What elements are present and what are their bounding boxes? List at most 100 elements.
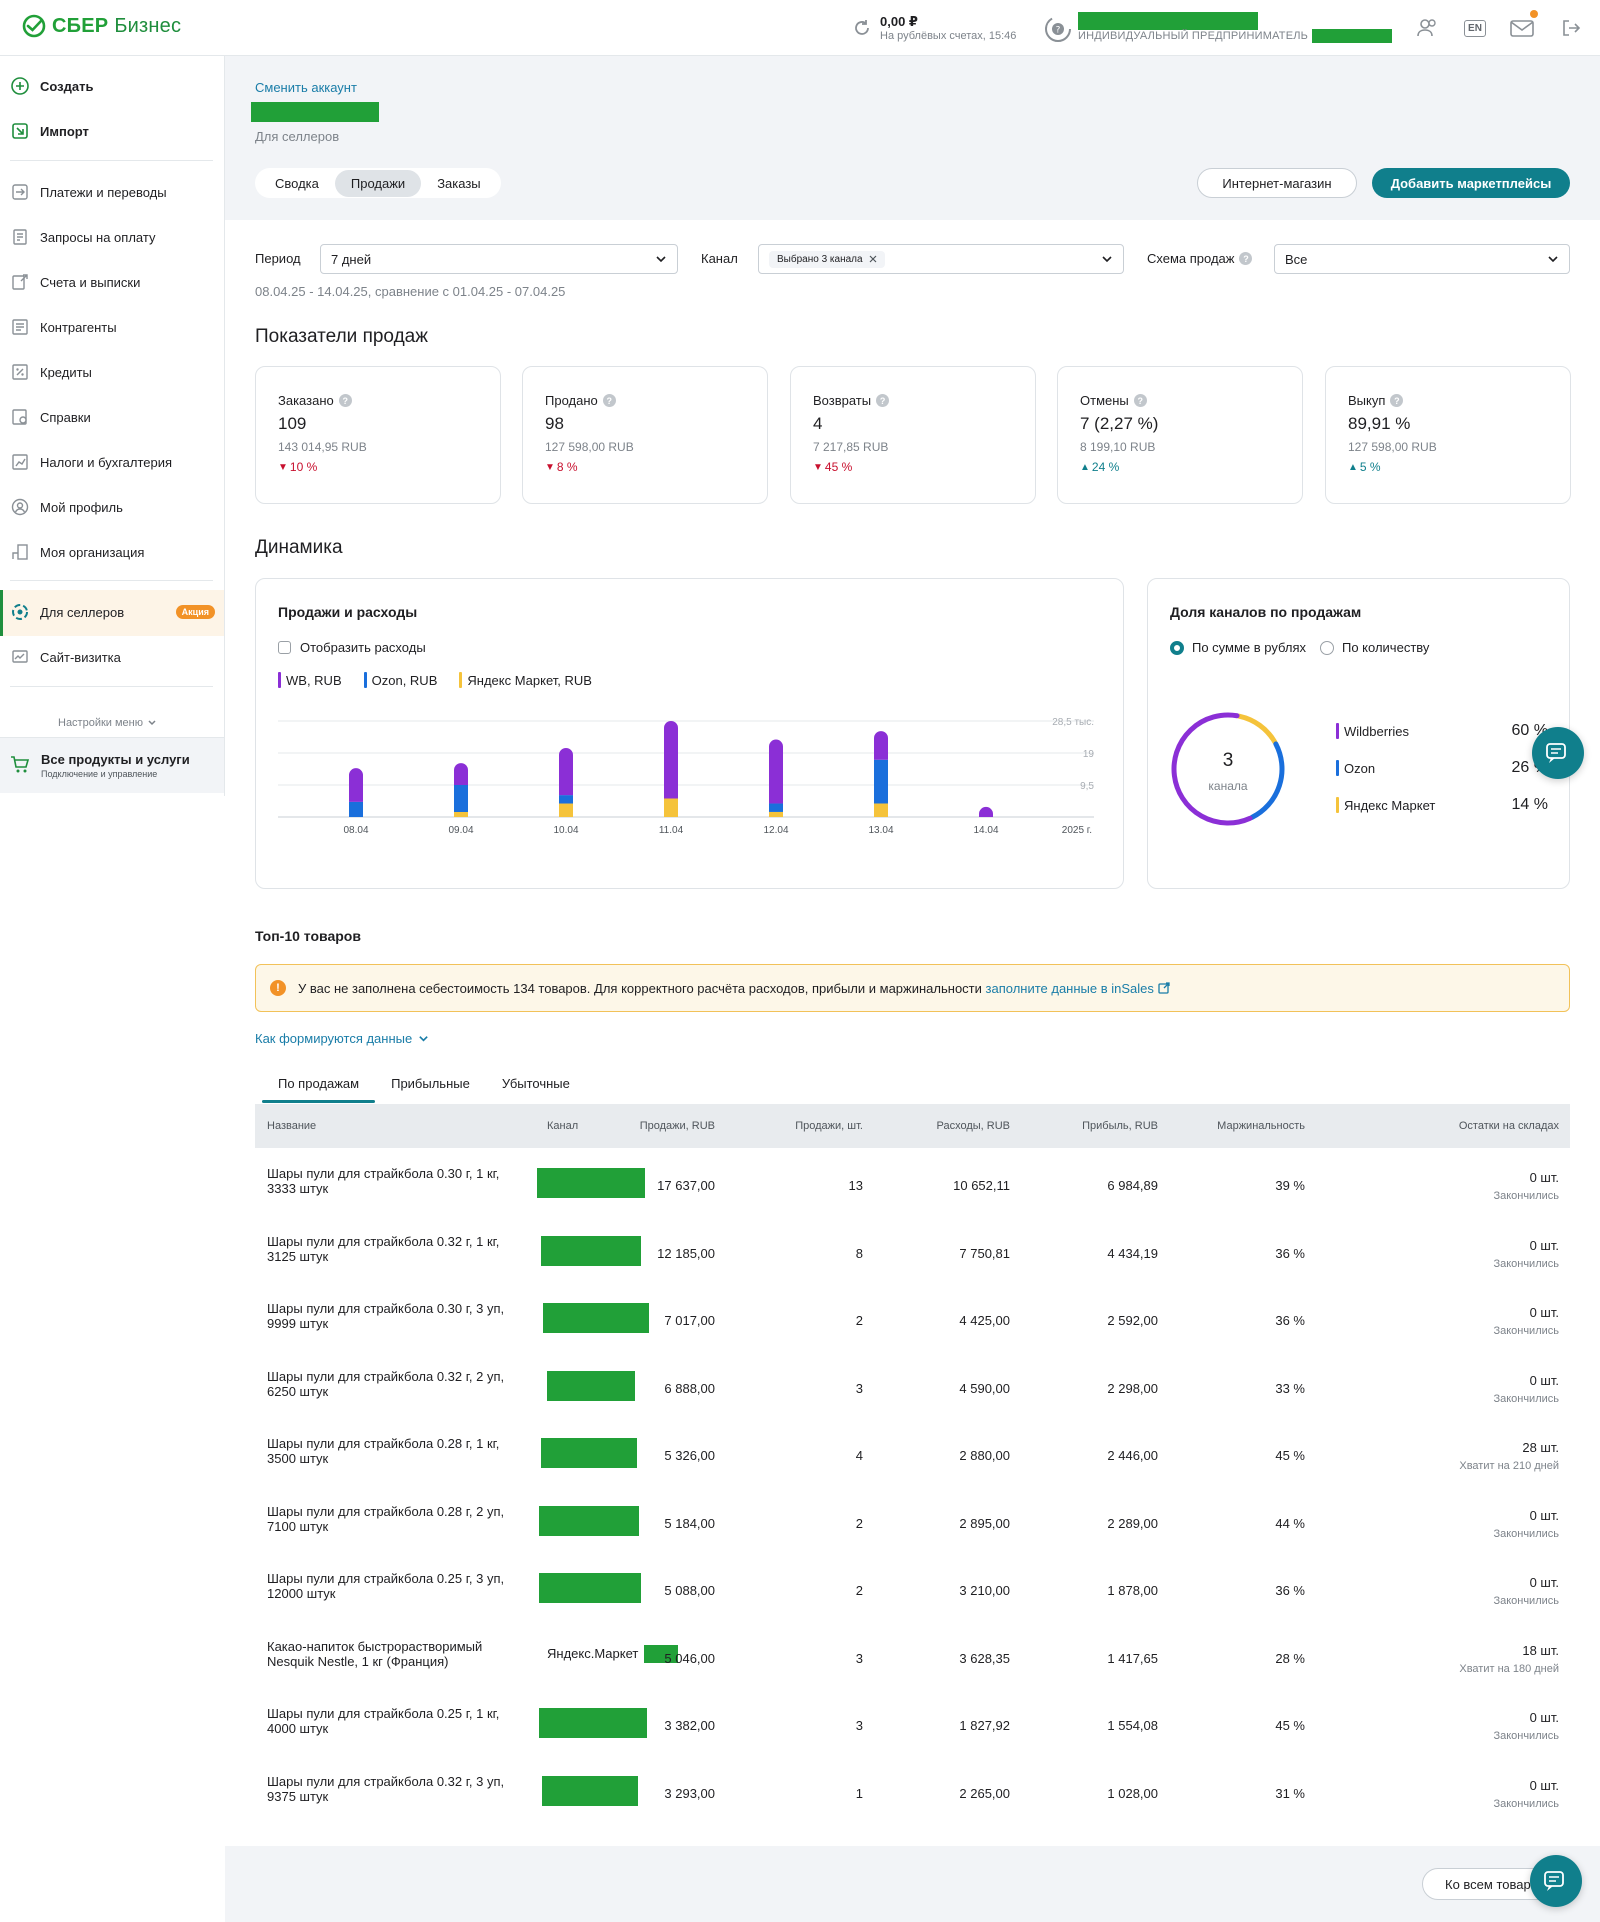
bar-segment-wb[interactable] <box>349 768 363 802</box>
sidebar-create[interactable]: Создать <box>10 76 215 96</box>
radio-by-rub[interactable]: По сумме в рублях <box>1170 640 1306 655</box>
product-name[interactable]: Шары пули для страйкбола 0.28 г, 2 уп, 7… <box>267 1503 505 1534</box>
show-expenses-checkbox[interactable] <box>278 641 291 654</box>
sidebar-item-certificates[interactable]: Справки <box>10 407 215 427</box>
product-name[interactable]: Шары пули для страйкбола 0.30 г, 3 уп, 9… <box>267 1301 505 1331</box>
bar-segment-wb[interactable] <box>559 747 573 796</box>
help-icon[interactable]: ? <box>1390 394 1404 407</box>
sber-logo[interactable]: СБЕР Бизнес <box>22 14 181 38</box>
language-icon[interactable]: EN <box>1462 16 1488 40</box>
column-header-sales-rub[interactable]: Продажи, RUB <box>639 1120 715 1132</box>
bar-segment-ozon[interactable] <box>769 803 783 812</box>
bar-segment-ozon[interactable] <box>454 785 468 812</box>
help-icon[interactable]: ? <box>1239 252 1253 265</box>
bar-segment-ozon[interactable] <box>349 801 363 817</box>
bar-segment-wb[interactable] <box>874 731 888 760</box>
tab-profitable[interactable]: Прибыльные <box>391 1076 470 1091</box>
column-header-channel[interactable]: Канал <box>547 1120 579 1132</box>
sidebar-item-sellers[interactable]: Для селлеров Акция <box>10 602 215 622</box>
scheme-select[interactable]: Все <box>1274 244 1570 274</box>
channel-select[interactable]: Выбрано 3 канала <box>758 244 1124 274</box>
help-icon[interactable]: ? <box>1133 394 1147 407</box>
support-chat-button-bottom[interactable] <box>1530 1855 1582 1907</box>
bar-segment-ozon[interactable] <box>559 795 573 804</box>
bar-segment-wb[interactable] <box>769 739 783 804</box>
column-header-name[interactable]: Название <box>267 1120 317 1132</box>
bar-segment-yandex[interactable] <box>874 803 888 817</box>
table-row[interactable]: Шары пули для страйкбола 0.30 г, 3 уп, 9… <box>255 1287 1570 1354</box>
bar-segment-yandex[interactable] <box>664 798 678 817</box>
column-header-sales-qty[interactable]: Продажи, шт. <box>795 1120 863 1132</box>
donut-slice-wildberries[interactable] <box>1171 712 1253 826</box>
menu-settings[interactable]: Настройки меню <box>58 717 157 729</box>
bar-segment-wb[interactable] <box>664 721 678 799</box>
mail-icon[interactable] <box>1510 10 1538 40</box>
product-name[interactable]: Шары пули для страйкбола 0.25 г, 3 уп, 1… <box>267 1571 505 1601</box>
tab-summary[interactable]: Сводка <box>275 175 319 191</box>
radio-by-rub-button[interactable] <box>1170 640 1184 655</box>
sidebar-item-contractors[interactable]: Контрагенты <box>10 317 215 337</box>
product-name[interactable]: Шары пули для страйкбола 0.32 г, 2 уп, 6… <box>267 1368 505 1399</box>
online-shop-button[interactable]: Интернет-магазин <box>1197 168 1357 198</box>
sidebar-item-statements[interactable]: Счета и выписки <box>10 272 215 292</box>
all-products-link[interactable]: Все продукты и услуги Подключение и упра… <box>0 737 224 793</box>
sidebar-item-requests[interactable]: Запросы на оплату <box>10 227 215 247</box>
logout-icon[interactable] <box>1558 16 1584 40</box>
bar-segment-yandex[interactable] <box>559 803 573 817</box>
sidebar-item-site[interactable]: Сайт-визитка <box>10 647 215 667</box>
bar-segment-wb[interactable] <box>454 763 468 785</box>
balance-widget[interactable]: 0,00 ₽ На рублёвых счетах, 15:46 <box>852 14 1016 42</box>
add-marketplaces-button[interactable]: Добавить маркетплейсы <box>1372 168 1570 198</box>
sidebar-item-credits[interactable]: Кредиты <box>10 362 215 382</box>
users-icon[interactable] <box>1414 16 1440 40</box>
table-row[interactable]: Какао-напиток быстрорастворимый Nesquik … <box>255 1625 1570 1692</box>
radio-by-qty[interactable]: По количеству <box>1320 640 1429 655</box>
bar-segment-ozon[interactable] <box>874 759 888 804</box>
product-name[interactable]: Шары пули для страйкбола 0.30 г, 1 кг, 3… <box>267 1166 500 1196</box>
support-chat-button[interactable] <box>1532 727 1584 779</box>
tab-orders[interactable]: Заказы <box>437 175 481 191</box>
help-icon[interactable]: ? <box>876 394 890 407</box>
product-name[interactable]: Шары пули для страйкбола 0.28 г, 1 кг, 3… <box>267 1436 500 1466</box>
sidebar-item-organization[interactable]: Моя организация <box>10 542 215 562</box>
table-row[interactable]: Шары пули для страйкбола 0.32 г, 1 кг, 3… <box>255 1220 1570 1287</box>
tab-by-sales[interactable]: По продажам <box>262 1068 376 1103</box>
help-icon[interactable]: ? <box>338 394 352 407</box>
tab-unprofitable[interactable]: Убыточные <box>501 1076 570 1091</box>
product-name[interactable]: Шары пули для страйкбола 0.32 г, 3 уп, 9… <box>267 1773 505 1804</box>
organization-selector[interactable]: ? ИНДИВИДУАЛЬНЫЙ ПРЕДПРИНИМАТЕЛЬ <box>1044 12 1394 46</box>
table-row[interactable]: Шары пули для страйкбола 0.30 г, 1 кг, 3… <box>255 1152 1570 1219</box>
table-row[interactable]: Шары пули для страйкбола 0.32 г, 3 уп, 9… <box>255 1760 1570 1827</box>
table-row[interactable]: Шары пули для страйкбола 0.32 г, 2 уп, 6… <box>255 1355 1570 1422</box>
donut-slice-yandex[interactable] <box>1236 713 1278 745</box>
tab-sales[interactable]: Продажи <box>334 169 422 197</box>
refresh-icon[interactable] <box>852 18 872 38</box>
column-header-profit[interactable]: Прибыль, RUB <box>1082 1120 1158 1132</box>
close-icon[interactable] <box>869 255 877 263</box>
sidebar-item-taxes[interactable]: Налоги и бухгалтерия <box>10 452 215 472</box>
channel-chip[interactable]: Выбрано 3 канала <box>769 250 885 268</box>
help-icon[interactable]: ? <box>602 394 616 407</box>
external-link-icon[interactable] <box>1157 981 1170 994</box>
column-header-stock[interactable]: Остатки на складах <box>1458 1120 1559 1132</box>
bar-segment-wb[interactable] <box>979 806 994 817</box>
table-row[interactable]: Шары пули для страйкбола 0.28 г, 1 кг, 3… <box>255 1422 1570 1489</box>
bar-segment-yandex[interactable] <box>454 811 468 817</box>
sidebar-item-payments[interactable]: Платежи и переводы <box>10 182 215 202</box>
column-header-margin[interactable]: Маржинальность <box>1217 1120 1305 1132</box>
product-name[interactable]: Шары пули для страйкбола 0.32 г, 1 кг, 3… <box>267 1233 500 1264</box>
table-row[interactable]: Шары пули для страйкбола 0.25 г, 1 кг, 4… <box>255 1692 1570 1759</box>
column-header-expenses[interactable]: Расходы, RUB <box>936 1120 1010 1132</box>
donut-slice-ozon[interactable] <box>1249 741 1285 820</box>
alert-link[interactable]: заполните данные в inSales <box>985 980 1154 996</box>
period-select[interactable]: 7 дней <box>320 244 678 274</box>
table-row[interactable]: Шары пули для страйкбола 0.25 г, 3 уп, 1… <box>255 1557 1570 1624</box>
sidebar-import[interactable]: Импорт <box>10 121 215 141</box>
table-row[interactable]: Шары пули для страйкбола 0.28 г, 2 уп, 7… <box>255 1490 1570 1557</box>
bar-segment-yandex[interactable] <box>769 811 783 817</box>
product-name[interactable]: Шары пули для страйкбола 0.25 г, 1 кг, 4… <box>267 1706 500 1736</box>
how-data-formed-toggle[interactable]: Как формируются данные <box>255 1031 429 1046</box>
radio-by-qty-button[interactable] <box>1320 640 1334 655</box>
show-expenses-toggle[interactable]: Отобразить расходы <box>278 640 426 655</box>
change-account-link[interactable]: Сменить аккаунт <box>255 80 357 95</box>
